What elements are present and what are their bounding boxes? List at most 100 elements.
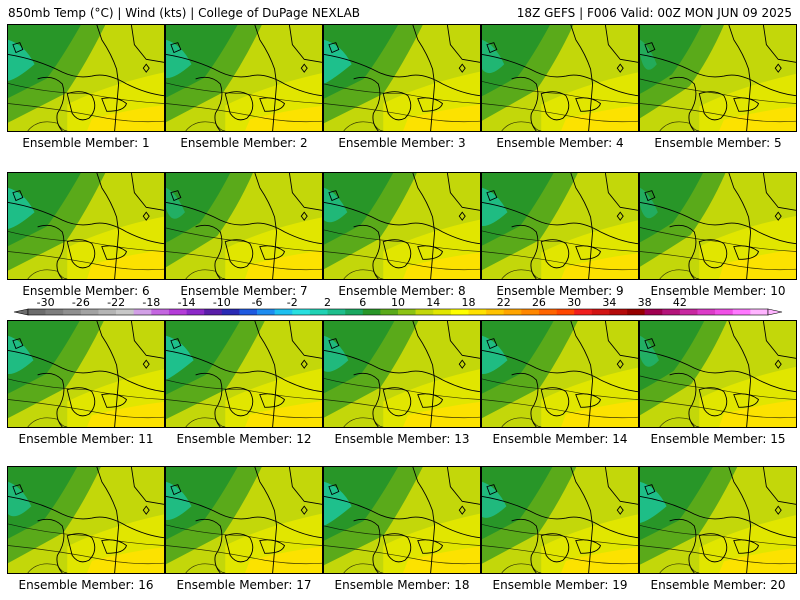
colorbar-swatch xyxy=(151,309,170,315)
ensemble-map-14 xyxy=(481,320,639,428)
ensemble-member-label: Ensemble Member: 11 xyxy=(18,432,154,446)
ensemble-member-label: Ensemble Member: 7 xyxy=(180,284,308,298)
colorbar-swatch xyxy=(556,309,575,315)
colorbar-swatch xyxy=(98,309,117,315)
ensemble-map-17 xyxy=(165,466,323,574)
ensemble-panel-10: Ensemble Member: 10 xyxy=(639,172,797,298)
colorbar-swatch xyxy=(28,309,46,315)
ensemble-map-16 xyxy=(7,466,165,574)
ensemble-member-label: Ensemble Member: 15 xyxy=(650,432,786,446)
ensemble-panel-18: Ensemble Member: 18 xyxy=(323,466,481,592)
colorbar-swatch xyxy=(204,309,223,315)
colorbar-swatch xyxy=(521,309,540,315)
colorbar-swatch xyxy=(116,309,135,315)
colorbar-swatch xyxy=(327,309,346,315)
colorbar-swatch xyxy=(574,309,593,315)
colorbar-tick-label: 14 xyxy=(426,297,440,309)
ensemble-member-label: Ensemble Member: 13 xyxy=(334,432,470,446)
ensemble-panel-5: Ensemble Member: 5 xyxy=(639,24,797,150)
colorbar-tick-label: 2 xyxy=(324,297,331,309)
colorbar-tick-label: -22 xyxy=(107,297,125,309)
colorbar-swatch xyxy=(450,309,469,315)
colorbar-swatch xyxy=(538,309,557,315)
ensemble-panel-20: Ensemble Member: 20 xyxy=(639,466,797,592)
ensemble-map-19 xyxy=(481,466,639,574)
ensemble-panel-19: Ensemble Member: 19 xyxy=(481,466,639,592)
colorbar-tick-label: 34 xyxy=(602,297,616,309)
ensemble-map-13 xyxy=(323,320,481,428)
ensemble-map-7 xyxy=(165,172,323,280)
colorbar-swatch xyxy=(362,309,381,315)
ensemble-panel-13: Ensemble Member: 13 xyxy=(323,320,481,446)
colorbar-swatch xyxy=(662,309,681,315)
colorbar-swatch xyxy=(45,309,64,315)
model-run-info: 18Z GEFS | F006 Valid: 00Z MON JUN 09 20… xyxy=(516,6,792,20)
ensemble-member-label: Ensemble Member: 20 xyxy=(650,578,786,592)
ensemble-member-label: Ensemble Member: 8 xyxy=(338,284,466,298)
temperature-colorbar: -30 -26 -22 -18 -14 -10 -6 -2 2 6 10 14 18 22 26 30 34 38… xyxy=(8,297,792,319)
colorbar-swatch xyxy=(415,309,434,315)
colorbar-arrow-left xyxy=(13,308,29,316)
colorbar-tick-label: -30 xyxy=(37,297,55,309)
ensemble-member-label: Ensemble Member: 19 xyxy=(492,578,628,592)
ensemble-panel-7: Ensemble Member: 7 xyxy=(165,172,323,298)
colorbar-swatch xyxy=(274,309,293,315)
colorbar-swatch xyxy=(750,309,769,315)
colorbar-swatch xyxy=(292,309,311,315)
colorbar-swatch xyxy=(345,309,364,315)
colorbar-swatch xyxy=(644,309,663,315)
ensemble-map-20 xyxy=(639,466,797,574)
ensemble-member-label: Ensemble Member: 18 xyxy=(334,578,470,592)
ensemble-panel-8: Ensemble Member: 8 xyxy=(323,172,481,298)
colorbar-tick-label: -26 xyxy=(72,297,90,309)
colorbar-swatch xyxy=(591,309,610,315)
colorbar-swatch xyxy=(627,309,645,315)
ensemble-member-label: Ensemble Member: 14 xyxy=(492,432,628,446)
colorbar-tick-label: 6 xyxy=(359,297,366,309)
colorbar-swatch xyxy=(309,309,328,315)
colorbar-swatch xyxy=(221,309,240,315)
ensemble-map-4 xyxy=(481,24,639,132)
colorbar-swatch xyxy=(732,309,751,315)
colorbar-swatch xyxy=(697,309,716,315)
ensemble-panel-1: Ensemble Member: 1 xyxy=(7,24,165,150)
ensemble-panel-14: Ensemble Member: 14 xyxy=(481,320,639,446)
colorbar-tick-label: 18 xyxy=(461,297,475,309)
ensemble-panel-9: Ensemble Member: 9 xyxy=(481,172,639,298)
ensemble-panel-12: Ensemble Member: 12 xyxy=(165,320,323,446)
ensemble-panel-15: Ensemble Member: 15 xyxy=(639,320,797,446)
colorbar-swatch xyxy=(486,309,505,315)
colorbar-tick-label: 42 xyxy=(673,297,687,309)
colorbar-swatch xyxy=(257,309,275,315)
ensemble-map-12 xyxy=(165,320,323,428)
colorbar-tick-label: 22 xyxy=(497,297,511,309)
colorbar-tick-label: -18 xyxy=(142,297,160,309)
colorbar-tick-label: 30 xyxy=(567,297,581,309)
ensemble-map-11 xyxy=(7,320,165,428)
colorbar-swatch xyxy=(133,309,152,315)
colorbar-swatch xyxy=(433,309,452,315)
ensemble-member-label: Ensemble Member: 16 xyxy=(18,578,154,592)
ensemble-member-label: Ensemble Member: 9 xyxy=(496,284,624,298)
chart-title: 850mb Temp (°C) | Wind (kts) | College o… xyxy=(8,6,361,20)
ensemble-panel-6: Ensemble Member: 6 xyxy=(7,172,165,298)
colorbar-tick-label: 38 xyxy=(638,297,652,309)
ensemble-member-label: Ensemble Member: 17 xyxy=(176,578,312,592)
ensemble-map-18 xyxy=(323,466,481,574)
ensemble-map-15 xyxy=(639,320,797,428)
ensemble-member-label: Ensemble Member: 6 xyxy=(22,284,150,298)
ensemble-panel-4: Ensemble Member: 4 xyxy=(481,24,639,150)
colorbar-tick-label: -2 xyxy=(287,297,298,309)
ensemble-map-8 xyxy=(323,172,481,280)
colorbar-tick-label: -14 xyxy=(178,297,196,309)
ensemble-member-label: Ensemble Member: 1 xyxy=(22,136,150,150)
colorbar-swatch xyxy=(186,309,205,315)
ensemble-member-label: Ensemble Member: 3 xyxy=(338,136,466,150)
ensemble-member-label: Ensemble Member: 4 xyxy=(496,136,624,150)
colorbar-tick-label: 26 xyxy=(532,297,546,309)
ensemble-member-label: Ensemble Member: 12 xyxy=(176,432,312,446)
ensemble-map-2 xyxy=(165,24,323,132)
ensemble-member-label: Ensemble Member: 5 xyxy=(654,136,782,150)
ensemble-panel-16: Ensemble Member: 16 xyxy=(7,466,165,592)
